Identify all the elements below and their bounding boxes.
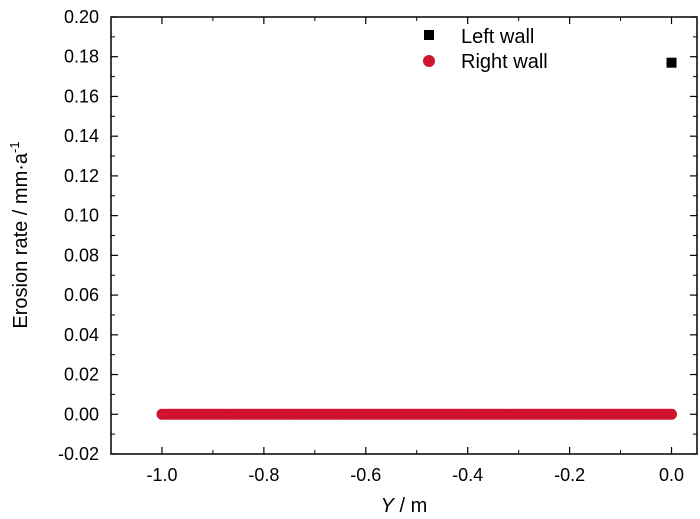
y-axis-title: Erosion rate / mm·a-1 [7, 141, 32, 328]
right-wall-point [666, 408, 678, 420]
y-axis-title-main: Erosion rate / mm·a [10, 152, 32, 328]
x-tick-label: -0.6 [350, 465, 381, 485]
y-axis: -0.02 0.00 0.02 0.04 0.06 0.08 0.10 0.12 0.14 0.1… [58, 7, 697, 464]
y-tick-label: 0.10 [64, 206, 99, 226]
legend-label-left-wall: Left wall [461, 26, 534, 48]
y-tick-label: 0.12 [64, 166, 99, 186]
y-tick-label: 0.08 [64, 245, 99, 265]
y-axis-title-superscript: -1 [7, 141, 22, 153]
legend: Left wall Right wall [423, 26, 548, 73]
x-tick-label: -0.4 [452, 465, 483, 485]
x-axis-title-unit: / m [394, 495, 427, 517]
y-tick-label: 0.14 [64, 126, 99, 146]
y-tick-label: 0.16 [64, 86, 99, 106]
y-tick-label: -0.02 [58, 444, 99, 464]
x-tick-label: -1.0 [146, 465, 177, 485]
x-axis-title: Y / m [381, 495, 428, 517]
y-tick-label: 0.06 [64, 285, 99, 305]
x-tick-label: -0.8 [248, 465, 279, 485]
legend-label-right-wall: Right wall [461, 51, 548, 73]
y-tick-label: 0.02 [64, 365, 99, 385]
y-tick-label: 0.00 [64, 404, 99, 424]
x-axis: -1.0 -0.8 -0.6 -0.4 -0.2 0.0 [110, 17, 684, 485]
x-tick-label: -0.2 [554, 465, 585, 485]
y-tick-label: 0.04 [64, 325, 99, 345]
legend-marker-left-wall [424, 30, 434, 40]
left-wall-point [666, 57, 677, 68]
x-axis-title-symbol: Y [381, 495, 396, 517]
plot-frame [110, 16, 698, 455]
y-tick-label: 0.20 [64, 7, 99, 27]
y-tick-label: 0.18 [64, 47, 99, 67]
plot-marks [156, 57, 678, 420]
legend-marker-right-wall [423, 55, 435, 67]
x-tick-label: 0.0 [659, 465, 684, 485]
